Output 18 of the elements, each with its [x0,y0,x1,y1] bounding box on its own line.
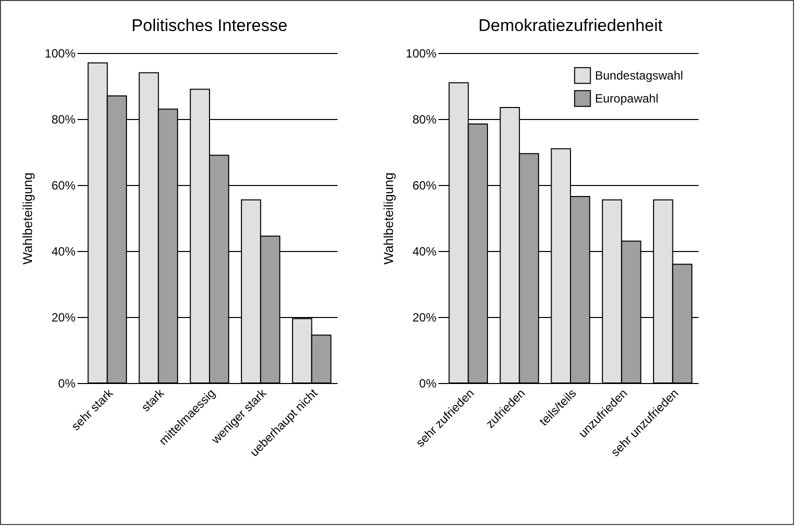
y-tick-label: 100% [406,46,437,60]
y-tick-label: 80% [51,112,76,126]
legend-label: Europawahl [595,92,658,106]
chart-title: Demokratiezufriedenheit [478,16,663,35]
y-tick-label: 40% [412,244,437,258]
y-tick-label: 60% [51,178,76,192]
y-tick-label: 80% [412,112,437,126]
y-tick-label: 40% [51,244,76,258]
y-tick-label: 100% [44,46,76,60]
chart-title: Politisches Interesse [132,16,288,35]
y-axis-title: Wahlbeteiligung [380,172,396,265]
y-axis-title: Wahlbeteiligung [20,172,35,265]
legend-label: Bundestagswahl [595,68,684,82]
y-tick-label: 20% [51,310,76,324]
y-tick-label: 0% [419,376,437,390]
y-tick-label: 0% [58,376,76,390]
y-tick-label: 60% [412,178,437,192]
y-tick-label: 20% [412,310,437,324]
